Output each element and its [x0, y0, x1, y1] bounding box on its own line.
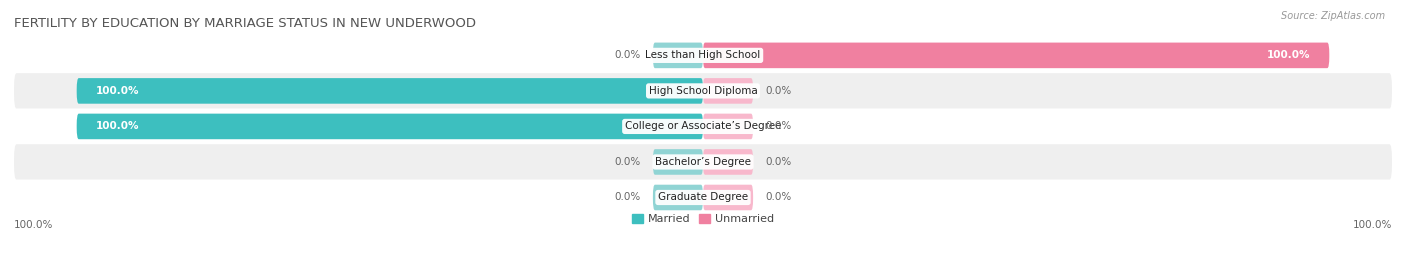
FancyBboxPatch shape — [703, 43, 1329, 68]
FancyBboxPatch shape — [14, 73, 1392, 109]
Text: 0.0%: 0.0% — [766, 86, 792, 96]
FancyBboxPatch shape — [703, 149, 754, 175]
Text: High School Diploma: High School Diploma — [648, 86, 758, 96]
Text: 100.0%: 100.0% — [14, 220, 53, 229]
Text: Source: ZipAtlas.com: Source: ZipAtlas.com — [1281, 11, 1385, 21]
FancyBboxPatch shape — [14, 38, 1392, 73]
Text: 100.0%: 100.0% — [1353, 220, 1392, 229]
Text: 0.0%: 0.0% — [614, 193, 640, 203]
Text: 0.0%: 0.0% — [614, 157, 640, 167]
FancyBboxPatch shape — [14, 180, 1392, 215]
Text: 100.0%: 100.0% — [96, 121, 139, 132]
Text: 0.0%: 0.0% — [766, 157, 792, 167]
FancyBboxPatch shape — [652, 43, 703, 68]
Text: 100.0%: 100.0% — [1267, 50, 1310, 60]
Text: FERTILITY BY EDUCATION BY MARRIAGE STATUS IN NEW UNDERWOOD: FERTILITY BY EDUCATION BY MARRIAGE STATU… — [14, 17, 477, 30]
Text: 0.0%: 0.0% — [766, 121, 792, 132]
FancyBboxPatch shape — [14, 109, 1392, 144]
Legend: Married, Unmarried: Married, Unmarried — [633, 214, 773, 224]
Text: 100.0%: 100.0% — [96, 86, 139, 96]
FancyBboxPatch shape — [652, 149, 703, 175]
FancyBboxPatch shape — [703, 114, 754, 139]
FancyBboxPatch shape — [703, 78, 754, 104]
Text: 0.0%: 0.0% — [766, 193, 792, 203]
FancyBboxPatch shape — [77, 114, 703, 139]
FancyBboxPatch shape — [652, 185, 703, 210]
Text: 0.0%: 0.0% — [614, 50, 640, 60]
FancyBboxPatch shape — [77, 78, 703, 104]
Text: College or Associate’s Degree: College or Associate’s Degree — [624, 121, 782, 132]
Text: Less than High School: Less than High School — [645, 50, 761, 60]
FancyBboxPatch shape — [703, 185, 754, 210]
Text: Graduate Degree: Graduate Degree — [658, 193, 748, 203]
Text: Bachelor’s Degree: Bachelor’s Degree — [655, 157, 751, 167]
FancyBboxPatch shape — [14, 144, 1392, 180]
